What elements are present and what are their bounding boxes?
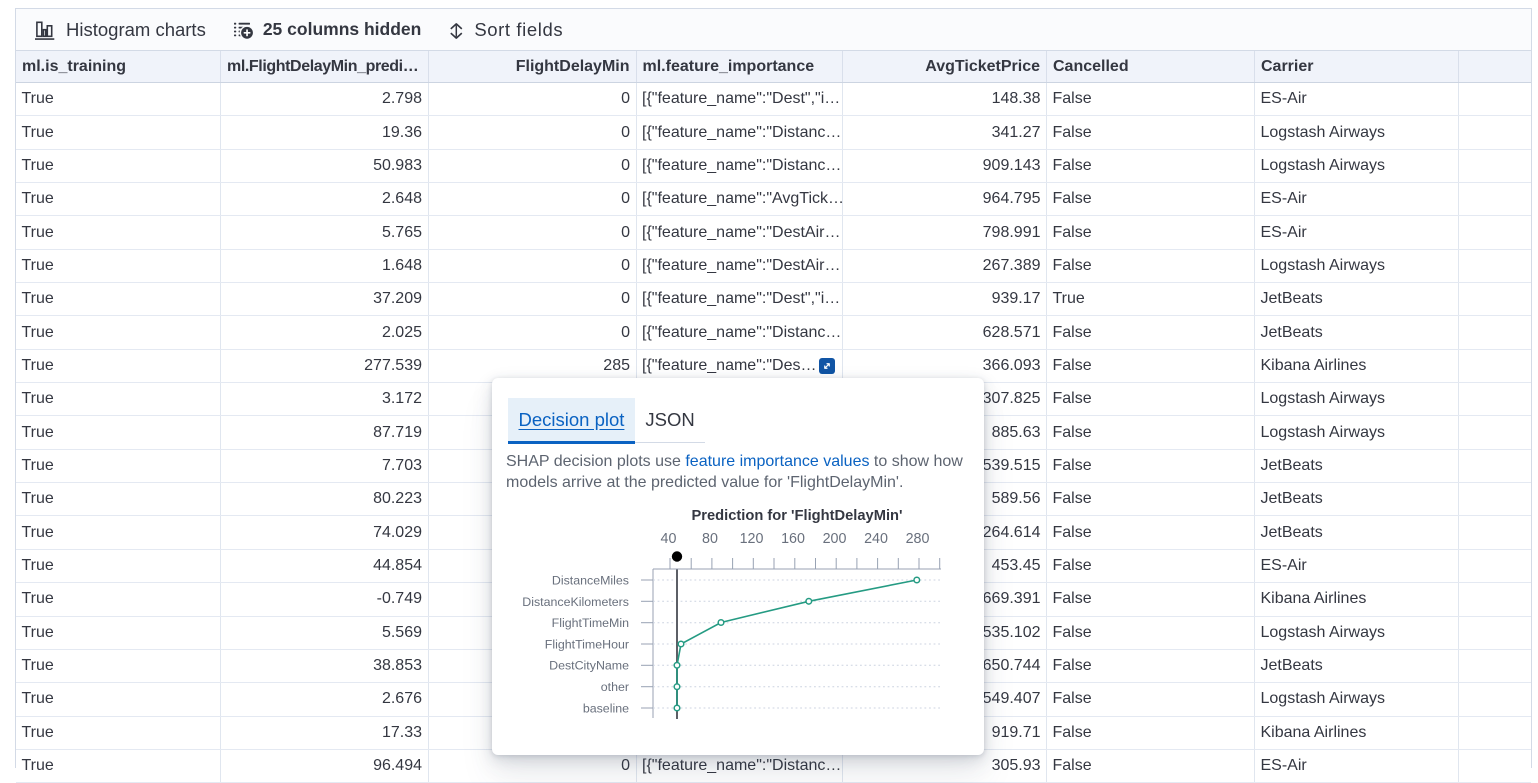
svg-text:other: other	[601, 680, 629, 694]
svg-text:120: 120	[740, 531, 764, 547]
svg-text:baseline: baseline	[583, 701, 629, 715]
svg-text:FlightTimeMin: FlightTimeMin	[552, 616, 629, 630]
svg-text:280: 280	[906, 531, 930, 547]
svg-text:Prediction for 'FlightDelayMin: Prediction for 'FlightDelayMin'	[692, 508, 903, 524]
svg-text:DestCityName: DestCityName	[549, 659, 629, 673]
svg-text:DistanceKilometers: DistanceKilometers	[522, 595, 629, 609]
svg-text:DistanceMiles: DistanceMiles	[552, 574, 629, 588]
svg-text:40: 40	[661, 531, 677, 547]
svg-text:FlightTimeHour: FlightTimeHour	[545, 637, 629, 651]
svg-text:200: 200	[823, 531, 847, 547]
svg-text:160: 160	[781, 531, 805, 547]
svg-text:240: 240	[864, 531, 888, 547]
svg-text:80: 80	[702, 531, 718, 547]
